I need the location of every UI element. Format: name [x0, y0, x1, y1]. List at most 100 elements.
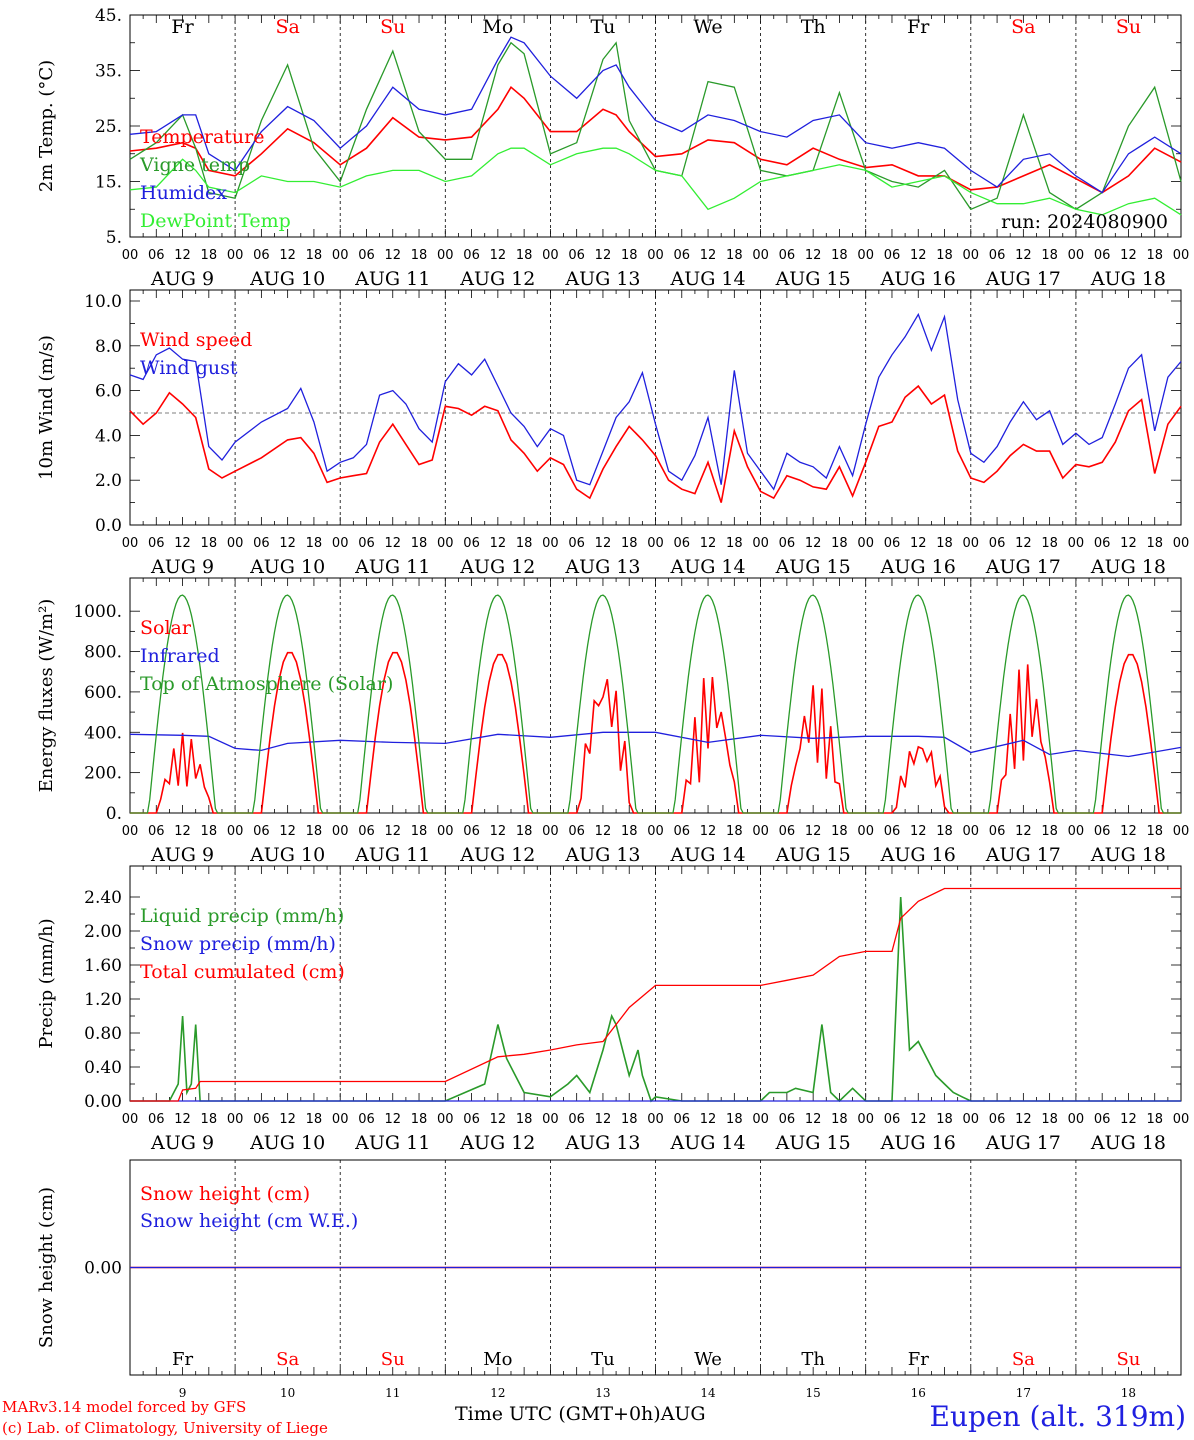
y-tick-label: 8.0 [95, 337, 122, 357]
hour-label: 12 [490, 1112, 507, 1127]
legend-entry: Infrared [140, 645, 220, 667]
date-label: AUG 14 [669, 844, 745, 866]
hour-label: 12 [384, 824, 401, 839]
date-label: AUG 17 [985, 1132, 1061, 1154]
hour-label: 00 [332, 1112, 349, 1127]
hour-label: 12 [595, 536, 612, 551]
y-tick-label: 15. [95, 173, 122, 193]
hour-label: 00 [647, 536, 664, 551]
hour-label: 12 [1015, 248, 1032, 263]
model-credit: MARv3.14 model forced by GFS [2, 1398, 247, 1416]
hour-label: 12 [174, 248, 191, 263]
hour-label: 06 [674, 536, 691, 551]
hour-label: 18 [1041, 1112, 1058, 1127]
y-tick-label: 2.00 [84, 922, 122, 942]
date-label: AUG 16 [880, 268, 956, 290]
hour-label: 00 [752, 248, 769, 263]
hour-label: 00 [647, 824, 664, 839]
hour-label: 18 [936, 536, 953, 551]
hour-label: 12 [279, 1112, 296, 1127]
hour-label: 12 [1015, 824, 1032, 839]
date-number: 16 [911, 1386, 926, 1400]
hour-label: 12 [174, 536, 191, 551]
date-number: 13 [595, 1386, 610, 1400]
hour-label: 06 [463, 536, 480, 551]
hour-label: 18 [516, 824, 533, 839]
hour-label: 00 [857, 248, 874, 263]
date-label: AUG 17 [985, 844, 1061, 866]
hour-label: 12 [805, 1112, 822, 1127]
date-label: AUG 15 [775, 556, 851, 578]
hour-label: 12 [805, 248, 822, 263]
weekday-label: Su [380, 16, 405, 38]
y-tick-label: 0. [106, 804, 122, 824]
hour-label: 06 [989, 248, 1006, 263]
date-label: AUG 11 [354, 844, 430, 866]
weekday-label: Mo [482, 16, 513, 38]
date-label: AUG 9 [150, 268, 214, 290]
date-label: AUG 9 [150, 1132, 214, 1154]
weekday-label: Fr [172, 1349, 193, 1370]
legend-entry: Wind gust [140, 357, 238, 379]
hour-label: 18 [201, 248, 218, 263]
series-line-infrared [129, 731, 1182, 758]
hour-label: 00 [227, 536, 244, 551]
date-label: AUG 10 [249, 1132, 325, 1154]
y-tick-label: 1.20 [84, 990, 122, 1010]
hour-label: 18 [201, 536, 218, 551]
hour-label: 00 [227, 248, 244, 263]
hour-label: 06 [884, 248, 901, 263]
series-line-humidex [129, 36, 1182, 194]
hour-label: 12 [490, 248, 507, 263]
hour-label: 18 [726, 248, 743, 263]
hour-label: 06 [568, 824, 585, 839]
hour-label: 12 [384, 536, 401, 551]
y-axis-title: Precip (mm/h) [36, 918, 57, 1048]
date-label: AUG 15 [775, 268, 851, 290]
hour-label: 18 [411, 1112, 428, 1127]
weekday-label: Su [1116, 16, 1141, 38]
hour-label: 12 [910, 248, 927, 263]
legend-entry: Wind speed [140, 329, 252, 351]
hour-label: 06 [148, 248, 165, 263]
hour-label: 06 [463, 248, 480, 263]
hour-label: 00 [542, 1112, 559, 1127]
hour-label: 06 [463, 1112, 480, 1127]
hour-label: 12 [279, 824, 296, 839]
hour-label: 18 [831, 824, 848, 839]
date-label: AUG 13 [564, 556, 640, 578]
weekday-label: Th [801, 16, 826, 38]
hour-label: 18 [1146, 824, 1163, 839]
hour-label: 00 [122, 536, 139, 551]
hour-label: 18 [621, 248, 638, 263]
hour-label: 18 [201, 1112, 218, 1127]
hour-label: 18 [201, 824, 218, 839]
hour-label: 00 [857, 824, 874, 839]
hour-label: 12 [1015, 536, 1032, 551]
hour-label: 18 [726, 536, 743, 551]
date-label: AUG 18 [1090, 556, 1166, 578]
y-tick-label: 400. [84, 723, 122, 743]
hour-label: 06 [674, 1112, 691, 1127]
hour-label: 18 [936, 248, 953, 263]
hour-label: 00 [122, 1112, 139, 1127]
hour-label: 18 [306, 536, 323, 551]
hour-label: 00 [1173, 1112, 1190, 1127]
hour-label: 00 [542, 824, 559, 839]
hour-label: 06 [568, 248, 585, 263]
y-tick-label: 0.00 [84, 1259, 122, 1279]
hour-label: 00 [1068, 536, 1085, 551]
weekday-label: Su [381, 1349, 405, 1370]
hour-label: 12 [805, 536, 822, 551]
hour-label: 00 [963, 536, 980, 551]
hour-label: 00 [122, 248, 139, 263]
hour-label: 00 [1068, 1112, 1085, 1127]
hour-label: 00 [1173, 536, 1190, 551]
hour-label: 12 [1120, 1112, 1137, 1127]
date-number: 17 [1016, 1386, 1031, 1400]
hour-label: 06 [463, 824, 480, 839]
hour-label: 06 [884, 536, 901, 551]
hour-label: 12 [490, 824, 507, 839]
weekday-label: Fr [908, 1349, 929, 1370]
